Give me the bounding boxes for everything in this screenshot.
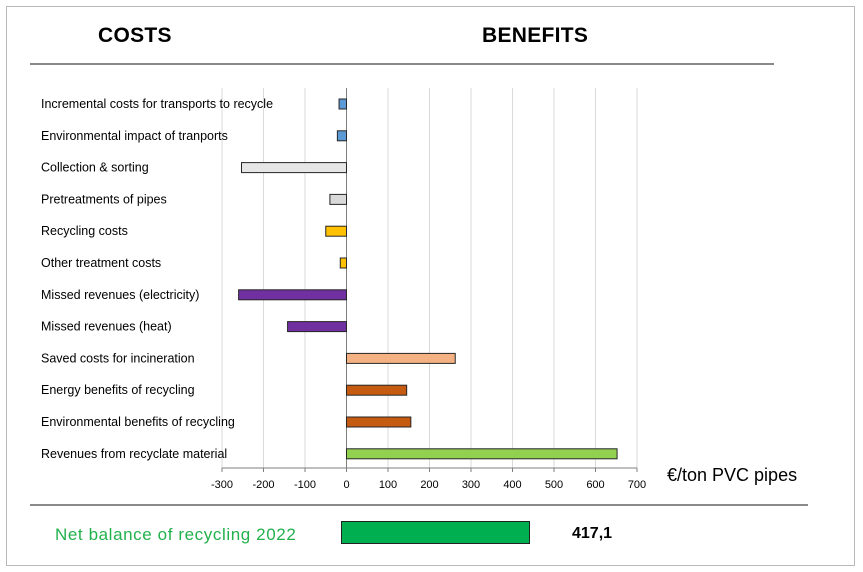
x-tick-label: 100 bbox=[379, 479, 397, 491]
category-label: Missed revenues (heat) bbox=[41, 320, 172, 334]
footer-divider bbox=[30, 504, 808, 506]
bar bbox=[346, 352, 456, 364]
category-label: Pretreatments of pipes bbox=[41, 192, 167, 206]
category-label: Saved costs for incineration bbox=[41, 351, 195, 365]
x-tick-label: 300 bbox=[462, 479, 480, 491]
chart-frame bbox=[6, 6, 855, 566]
bar bbox=[339, 257, 347, 269]
benefits-header: BENEFITS bbox=[482, 24, 589, 47]
bar bbox=[238, 289, 348, 301]
category-label: Revenues from recyclate material bbox=[41, 447, 227, 461]
costs-header: COSTS bbox=[98, 24, 172, 47]
category-label: Incremental costs for transports to recy… bbox=[41, 97, 273, 111]
x-tick-label: -300 bbox=[211, 479, 233, 491]
x-tick-label: 600 bbox=[586, 479, 604, 491]
header-divider bbox=[30, 63, 774, 65]
category-label: Other treatment costs bbox=[41, 256, 161, 270]
category-label: Energy benefits of recycling bbox=[41, 383, 195, 397]
bar bbox=[336, 130, 347, 142]
category-label: Environmental benefits of recycling bbox=[41, 415, 235, 429]
category-label: Collection & sorting bbox=[41, 161, 149, 175]
x-tick-label: -200 bbox=[252, 479, 274, 491]
bar bbox=[325, 225, 347, 237]
bar bbox=[346, 416, 412, 428]
x-tick-label: 0 bbox=[343, 479, 349, 491]
net-balance-value: 417,1 bbox=[572, 525, 613, 542]
x-tick-label: 200 bbox=[420, 479, 438, 491]
bar bbox=[241, 162, 348, 174]
bar bbox=[346, 448, 618, 460]
bar bbox=[287, 321, 348, 333]
x-tick-label: 400 bbox=[503, 479, 521, 491]
net-balance-label: Net balance of recycling 2022 bbox=[55, 525, 297, 544]
x-tick-label: 500 bbox=[545, 479, 563, 491]
bar bbox=[338, 98, 347, 110]
x-tick-label: -100 bbox=[294, 479, 316, 491]
category-label: Recycling costs bbox=[41, 224, 128, 238]
bar bbox=[346, 384, 408, 396]
net-balance-bar bbox=[341, 521, 531, 544]
x-tick-label: 700 bbox=[628, 479, 646, 491]
category-label: Environmental impact of tranports bbox=[41, 129, 228, 143]
category-label: Missed revenues (electricity) bbox=[41, 288, 199, 302]
x-axis-unit-label: €/ton PVC pipes bbox=[667, 465, 798, 485]
bar bbox=[329, 193, 347, 205]
